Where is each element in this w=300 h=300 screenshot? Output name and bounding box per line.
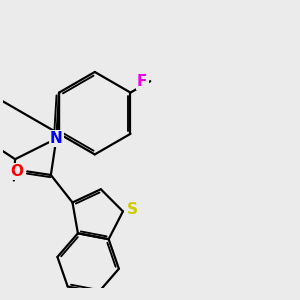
Text: F: F [137,74,147,89]
Text: O: O [10,164,23,179]
Text: S: S [128,202,138,217]
Text: N: N [50,131,63,146]
